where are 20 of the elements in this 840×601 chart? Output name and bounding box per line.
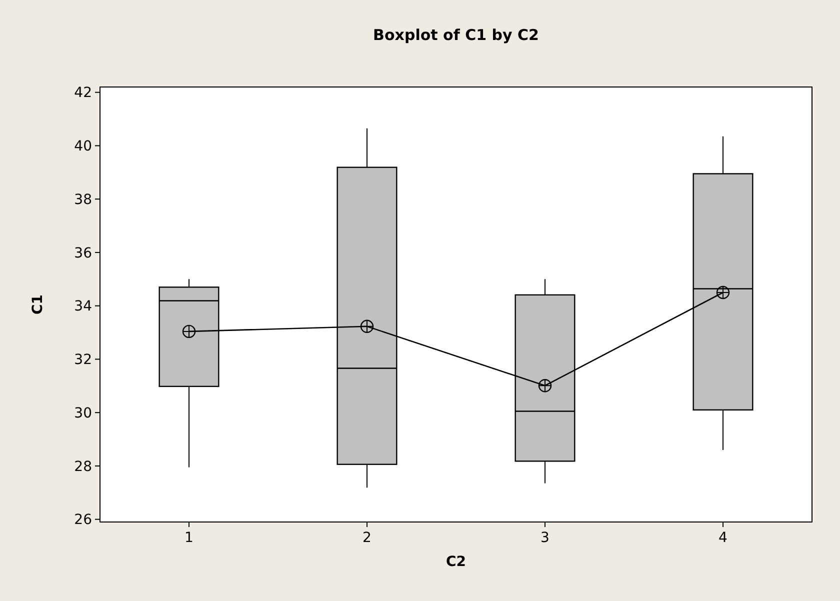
y-tick-label: 26 bbox=[74, 512, 92, 528]
x-tick-label: 1 bbox=[184, 530, 194, 546]
y-tick-label: 30 bbox=[74, 405, 92, 422]
y-tick-label: 42 bbox=[74, 85, 92, 102]
y-tick-label: 32 bbox=[74, 352, 92, 368]
point bbox=[182, 324, 196, 338]
x-tick-label: 4 bbox=[718, 530, 728, 546]
point bbox=[716, 286, 730, 300]
y-tick-label: 38 bbox=[74, 192, 92, 208]
y-axis-title: C1 bbox=[30, 294, 46, 315]
point bbox=[538, 379, 552, 392]
point bbox=[360, 320, 374, 333]
y-tick-label: 34 bbox=[74, 298, 92, 315]
x-axis-title: C2 bbox=[446, 554, 466, 570]
x-tick-label: 2 bbox=[362, 530, 372, 546]
y-tick-label: 36 bbox=[74, 245, 92, 262]
y-tick-label: 28 bbox=[74, 458, 92, 475]
x-tick-label: 3 bbox=[540, 530, 550, 546]
y-tick-label: 40 bbox=[74, 138, 92, 155]
chart-title: Boxplot of C1 by C2 bbox=[373, 26, 539, 44]
